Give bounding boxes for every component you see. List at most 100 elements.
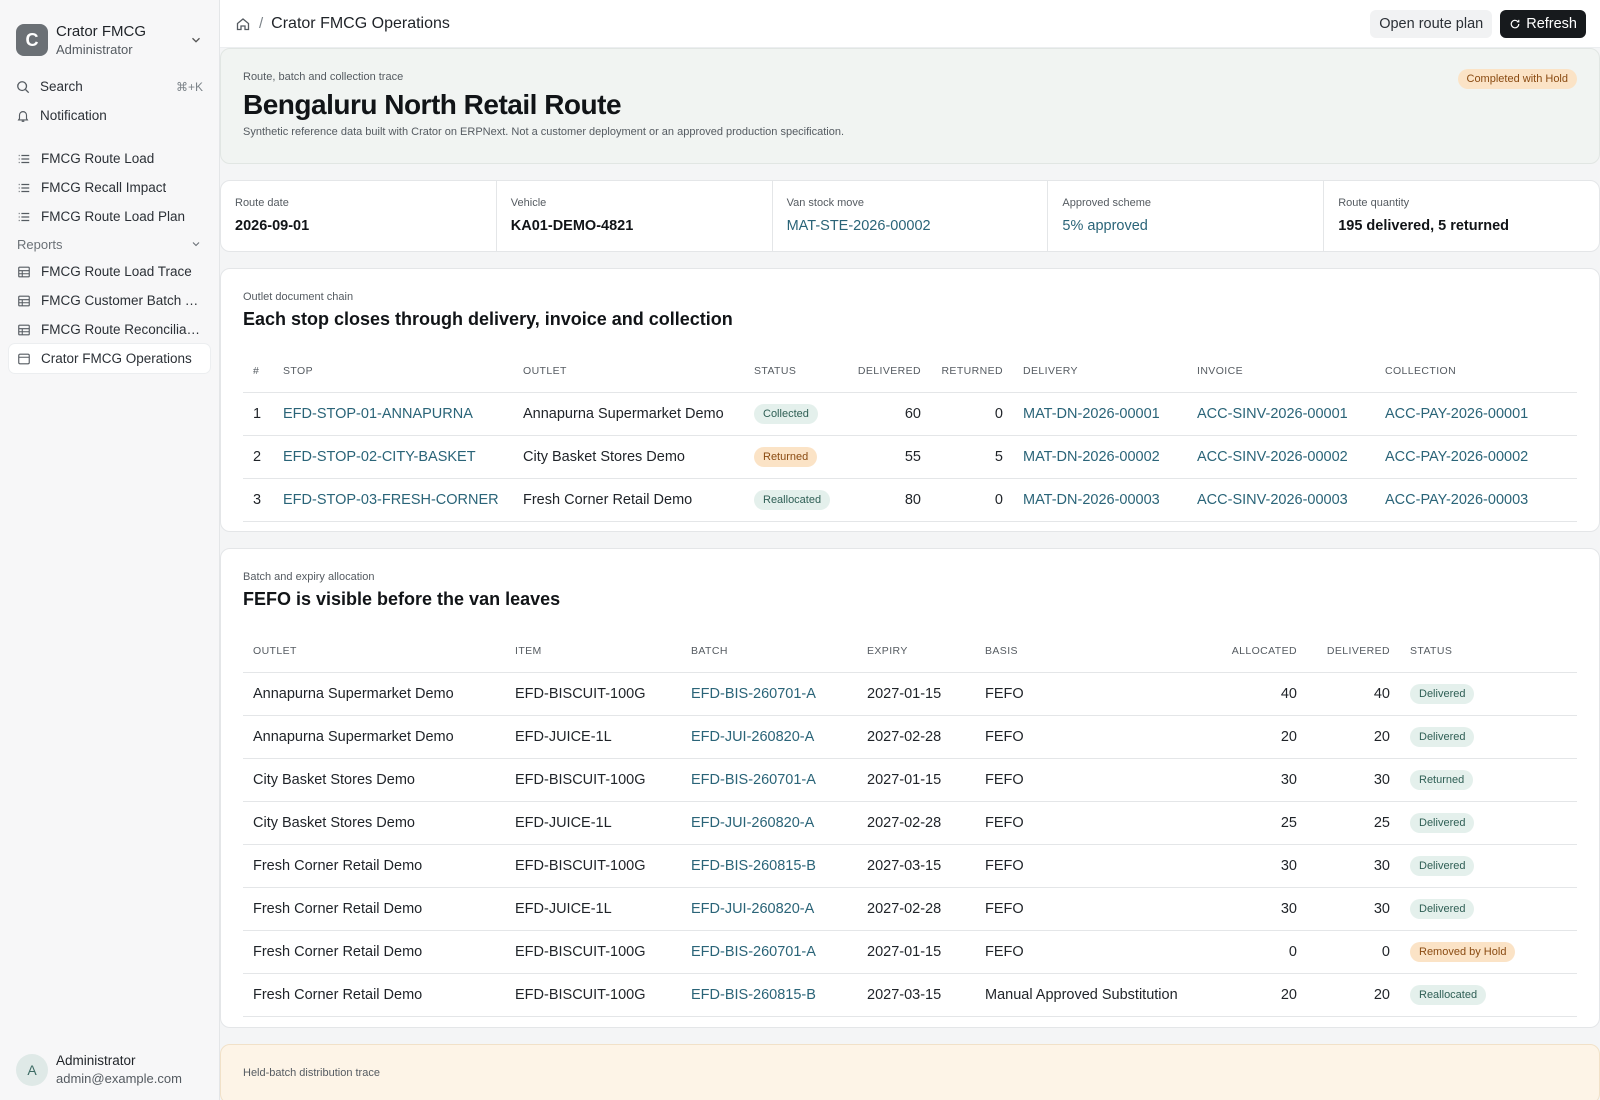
basis-cell: Manual Approved Substitution bbox=[975, 973, 1213, 1017]
sidebar-item-route-load-trace[interactable]: FMCG Route Load Trace bbox=[9, 257, 210, 286]
notification-button[interactable]: Notification bbox=[0, 101, 219, 130]
van-stock-move-link[interactable]: MAT-STE-2026-00002 bbox=[786, 218, 931, 234]
batch-link[interactable]: EFD-BIS-260701-A bbox=[691, 685, 816, 702]
stop-link[interactable]: EFD-STOP-03-FRESH-CORNER bbox=[283, 491, 499, 508]
user-menu[interactable]: A Administrator admin@example.com bbox=[16, 1053, 182, 1086]
allocated-cell: 40 bbox=[1213, 672, 1307, 716]
col-header: STATUS bbox=[1400, 630, 1577, 673]
outlet-cell: Fresh Corner Retail Demo bbox=[243, 844, 505, 888]
item-cell: EFD-JUICE-1L bbox=[505, 887, 681, 931]
fefo-table: OUTLET ITEM BATCH EXPIRY BASIS ALLOCATED… bbox=[243, 630, 1577, 1017]
table-icon bbox=[18, 324, 30, 335]
allocated-cell: 20 bbox=[1213, 973, 1307, 1017]
kpi-van-stock-move: Van stock move MAT-STE-2026-00002 bbox=[773, 181, 1049, 251]
hero-subtitle: Synthetic reference data built with Crat… bbox=[243, 126, 845, 138]
expiry-cell: 2027-02-28 bbox=[857, 715, 975, 759]
table-icon bbox=[18, 295, 30, 306]
search-button[interactable]: Search ⌘+K bbox=[0, 72, 219, 101]
sidebar-item-label: Crator FMCG Operations bbox=[41, 351, 192, 366]
route-hero: Route, batch and collection trace Bengal… bbox=[220, 48, 1600, 164]
batch-link[interactable]: EFD-BIS-260701-A bbox=[691, 771, 816, 788]
invoice-link[interactable]: ACC-SINV-2026-00002 bbox=[1197, 448, 1348, 465]
expiry-cell: 2027-01-15 bbox=[857, 672, 975, 716]
workspace-switcher[interactable]: C Crator FMCG Administrator bbox=[0, 0, 219, 64]
table-row: Fresh Corner Retail Demo EFD-BISCUIT-100… bbox=[243, 973, 1577, 1017]
kpi-label: Route date bbox=[235, 197, 289, 209]
sidebar-nav: FMCG Route Load FMCG Recall Impact FMCG … bbox=[0, 144, 219, 373]
returned-cell: 0 bbox=[931, 478, 1013, 522]
sidebar-item-route-load-plan[interactable]: FMCG Route Load Plan bbox=[9, 202, 210, 231]
batch-link[interactable]: EFD-BIS-260815-B bbox=[691, 986, 816, 1003]
table-header-row: OUTLET ITEM BATCH EXPIRY BASIS ALLOCATED… bbox=[243, 630, 1577, 673]
status-badge: Delivered bbox=[1410, 683, 1475, 704]
batch-link[interactable]: EFD-BIS-260815-B bbox=[691, 857, 816, 874]
table-row: Fresh Corner Retail Demo EFD-JUICE-1L EF… bbox=[243, 887, 1577, 931]
sidebar-item-customer-batch-trace[interactable]: FMCG Customer Batch T... bbox=[9, 286, 210, 315]
col-header: STATUS bbox=[744, 350, 847, 393]
kpi-label: Approved scheme bbox=[1062, 197, 1152, 209]
sidebar-section-reports[interactable]: Reports bbox=[9, 231, 210, 257]
status-badge: Removed by Hold bbox=[1410, 941, 1516, 962]
outlet-cell: Fresh Corner Retail Demo bbox=[513, 478, 744, 522]
stop-link[interactable]: EFD-STOP-01-ANNAPURNA bbox=[283, 405, 473, 422]
item-cell: EFD-BISCUIT-100G bbox=[505, 973, 681, 1017]
delivery-link[interactable]: MAT-DN-2026-00002 bbox=[1023, 448, 1160, 465]
table-row: Fresh Corner Retail Demo EFD-BISCUIT-100… bbox=[243, 930, 1577, 974]
col-header: DELIVERED bbox=[1307, 630, 1400, 673]
sidebar-item-crator-operations[interactable]: Crator FMCG Operations bbox=[9, 344, 210, 373]
user-name: Administrator bbox=[56, 1053, 136, 1068]
col-header: BASIS bbox=[975, 630, 1213, 673]
expiry-cell: 2027-02-28 bbox=[857, 801, 975, 845]
basis-cell: FEFO bbox=[975, 758, 1213, 802]
refresh-icon bbox=[1510, 19, 1520, 28]
kpi-label: Van stock move bbox=[786, 197, 865, 209]
sidebar-item-recall-impact[interactable]: FMCG Recall Impact bbox=[9, 173, 210, 202]
item-cell: EFD-BISCUIT-100G bbox=[505, 758, 681, 802]
delivered-cell: 25 bbox=[1307, 801, 1400, 845]
delivered-cell: 30 bbox=[1307, 844, 1400, 888]
expiry-cell: 2027-02-28 bbox=[857, 887, 975, 931]
open-route-plan-button[interactable]: Open route plan bbox=[1370, 9, 1493, 38]
batch-link[interactable]: EFD-JUI-260820-A bbox=[691, 814, 815, 831]
sidebar-item-label: FMCG Route Load Plan bbox=[41, 209, 186, 224]
sidebar-item-route-reconciliation[interactable]: FMCG Route Reconciliati... bbox=[9, 315, 210, 344]
section-label: Reports bbox=[17, 236, 63, 252]
delivered-cell: 40 bbox=[1307, 672, 1400, 716]
status-badge: Reallocated bbox=[754, 489, 831, 510]
col-header: ITEM bbox=[505, 630, 681, 673]
kpi-route-quantity: Route quantity 195 delivered, 5 returned bbox=[1324, 181, 1599, 251]
fefo-panel: Batch and expiry allocation FEFO is visi… bbox=[220, 548, 1600, 1028]
invoice-link[interactable]: ACC-SINV-2026-00001 bbox=[1197, 405, 1348, 422]
held-batch-panel: Held-batch distribution trace bbox=[220, 1044, 1600, 1100]
home-icon[interactable] bbox=[235, 16, 251, 32]
table-row: Fresh Corner Retail Demo EFD-BISCUIT-100… bbox=[243, 844, 1577, 888]
hero-eyebrow: Route, batch and collection trace bbox=[243, 71, 404, 83]
status-badge: Delivered bbox=[1410, 726, 1475, 747]
user-email: admin@example.com bbox=[56, 1071, 182, 1086]
stop-number: 1 bbox=[243, 392, 273, 436]
refresh-button[interactable]: Refresh bbox=[1500, 9, 1586, 38]
batch-link[interactable]: EFD-BIS-260701-A bbox=[691, 943, 816, 960]
invoice-link[interactable]: ACC-SINV-2026-00003 bbox=[1197, 491, 1348, 508]
batch-link[interactable]: EFD-JUI-260820-A bbox=[691, 900, 815, 917]
sidebar-item-route-load[interactable]: FMCG Route Load bbox=[9, 144, 210, 173]
chevron-down-icon bbox=[192, 37, 200, 43]
allocated-cell: 30 bbox=[1213, 887, 1307, 931]
status-badge: Delivered bbox=[1410, 898, 1475, 919]
stop-link[interactable]: EFD-STOP-02-CITY-BASKET bbox=[283, 448, 476, 465]
returned-cell: 5 bbox=[931, 435, 1013, 479]
basis-cell: FEFO bbox=[975, 801, 1213, 845]
collection-link[interactable]: ACC-PAY-2026-00002 bbox=[1385, 448, 1529, 465]
collection-link[interactable]: ACC-PAY-2026-00003 bbox=[1385, 491, 1529, 508]
collection-link[interactable]: ACC-PAY-2026-00001 bbox=[1385, 405, 1529, 422]
delivery-link[interactable]: MAT-DN-2026-00001 bbox=[1023, 405, 1160, 422]
page-icon bbox=[18, 353, 30, 364]
batch-link[interactable]: EFD-JUI-260820-A bbox=[691, 728, 815, 745]
item-cell: EFD-JUICE-1L bbox=[505, 801, 681, 845]
delivery-link[interactable]: MAT-DN-2026-00003 bbox=[1023, 491, 1160, 508]
sidebar-item-label: FMCG Recall Impact bbox=[41, 180, 167, 195]
workspace-avatar: C bbox=[16, 24, 48, 56]
approved-scheme-link[interactable]: 5% approved bbox=[1062, 218, 1148, 234]
status-badge: Collected bbox=[754, 403, 818, 424]
panel-title: Each stop closes through delivery, invoi… bbox=[243, 309, 733, 329]
